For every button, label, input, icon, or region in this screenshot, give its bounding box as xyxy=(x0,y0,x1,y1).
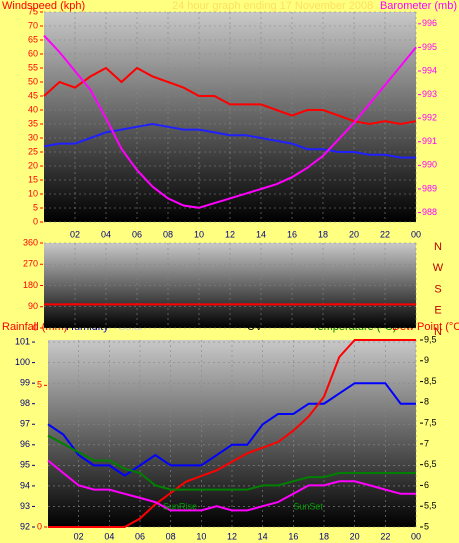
x-tick-label: 02 xyxy=(70,229,80,239)
y-tick-label: 10 xyxy=(28,188,38,198)
y-tick-label: 15 xyxy=(28,174,38,184)
x-tick-label: 12 xyxy=(225,229,235,239)
x-tick-label: 04 xyxy=(101,229,111,239)
y-tick-label: 97 xyxy=(20,419,30,429)
y-tick-label: 90 xyxy=(28,301,38,311)
y-tick-label: 101 xyxy=(15,336,30,346)
series-line xyxy=(47,434,416,491)
chart-title: 24 hour graph ending 17 November 2008 xyxy=(172,0,373,12)
compass-label: N xyxy=(434,326,442,338)
annotation: SunRise xyxy=(163,501,197,511)
y-tick-label: 30 xyxy=(28,132,38,142)
y2-tick-label: 9 xyxy=(424,355,429,365)
y2-tick-label: 996 xyxy=(422,18,437,28)
y-tick-label: 360 xyxy=(23,237,38,247)
y-tick-label: 100 xyxy=(15,357,30,367)
x-tick-label: 22 xyxy=(380,531,390,541)
y2-tick-label: 6 xyxy=(424,480,429,490)
plot-area xyxy=(48,340,416,527)
series-line xyxy=(43,122,416,159)
x-tick-label: 20 xyxy=(350,531,360,541)
y2-tick-label: 5 xyxy=(424,521,429,531)
series-line xyxy=(47,382,416,477)
y-tick-label: 93 xyxy=(20,501,30,511)
y2-tick-label: 7,5 xyxy=(424,417,437,427)
compass-label: W xyxy=(433,262,444,274)
series-line xyxy=(48,339,416,528)
series-line xyxy=(47,459,416,512)
x-tick-label: 18 xyxy=(318,229,328,239)
y-tick-label: 92 xyxy=(20,521,30,531)
x-tick-label: 10 xyxy=(196,531,206,541)
x-tick-label: 20 xyxy=(349,229,359,239)
series-line xyxy=(43,34,417,209)
y-tick-label: 55 xyxy=(28,62,38,72)
x-tick-label: 18 xyxy=(319,531,329,541)
y-tick-label: 65 xyxy=(28,34,38,44)
y-tick-label: 0 xyxy=(33,216,38,226)
x-tick-label: 14 xyxy=(258,531,268,541)
y-tick-label: 75 xyxy=(28,6,38,16)
x-tick-label: 12 xyxy=(227,531,237,541)
annotation: SunSet xyxy=(293,501,323,511)
y2-tick-label: 992 xyxy=(422,113,437,123)
y2-tick-label: 7 xyxy=(424,438,429,448)
y-tick-label: 60 xyxy=(28,48,38,58)
y-tick-label: 20 xyxy=(28,160,38,170)
x-tick-label: 22 xyxy=(380,229,390,239)
y-tick-label: 5 xyxy=(33,202,38,212)
y2-tick-label: 993 xyxy=(422,89,437,99)
y-tick-label: 40 xyxy=(28,104,38,114)
y-tick-label: 45 xyxy=(28,90,38,100)
x-tick-label: 02 xyxy=(74,531,84,541)
x-tick-label: 00 xyxy=(411,531,421,541)
y-tick-label: 95 xyxy=(20,460,30,470)
series-line xyxy=(43,66,417,126)
y-tick-label: 25 xyxy=(28,146,38,156)
y2-tick-label: 9,5 xyxy=(424,334,437,344)
y-tick-label: 99 xyxy=(20,378,30,388)
y2-tick-label: 5,5 xyxy=(424,501,437,511)
y2-tick-label: 6,5 xyxy=(424,459,437,469)
y-tick-label: 50 xyxy=(28,76,38,86)
compass-label: S xyxy=(434,283,441,295)
x-tick-label: 08 xyxy=(166,531,176,541)
y3-tick-label: 0 xyxy=(37,521,42,531)
y-tick-label: 0 xyxy=(33,322,38,332)
compass-label: N xyxy=(434,241,442,253)
y-tick-label: 35 xyxy=(28,118,38,128)
y-tick-label: 98 xyxy=(20,398,30,408)
compass-label: E xyxy=(434,305,441,317)
x-tick-label: 16 xyxy=(287,229,297,239)
x-tick-label: 00 xyxy=(411,229,421,239)
y2-tick-label: 8 xyxy=(424,397,429,407)
y-tick-label: 96 xyxy=(20,439,30,449)
x-tick-label: 04 xyxy=(104,531,114,541)
y3-tick-label: 5 xyxy=(37,380,42,390)
x-tick-label: 08 xyxy=(163,229,173,239)
x-tick-label: 10 xyxy=(194,229,204,239)
y-tick-label: 270 xyxy=(23,259,38,269)
y2-tick-label: 990 xyxy=(422,160,437,170)
y-tick-label: 70 xyxy=(28,20,38,30)
y-tick-label: 180 xyxy=(23,280,38,290)
y2-tick-label: 991 xyxy=(422,136,437,146)
y2-tick-label: 995 xyxy=(422,42,437,52)
y-axis-title: Windspeed (kph) xyxy=(2,0,85,12)
y2-tick-label: 988 xyxy=(422,207,437,217)
x-tick-label: 06 xyxy=(132,229,142,239)
y-tick-label: 94 xyxy=(20,480,30,490)
x-tick-label: 16 xyxy=(288,531,298,541)
x-tick-label: 06 xyxy=(135,531,145,541)
y2-tick-label: 989 xyxy=(422,183,437,193)
y2-tick-label: 994 xyxy=(422,65,437,75)
x-tick-label: 14 xyxy=(256,229,266,239)
y2-tick-label: 8,5 xyxy=(424,376,437,386)
y2-axis-title: Barometer (mb) xyxy=(380,0,457,12)
